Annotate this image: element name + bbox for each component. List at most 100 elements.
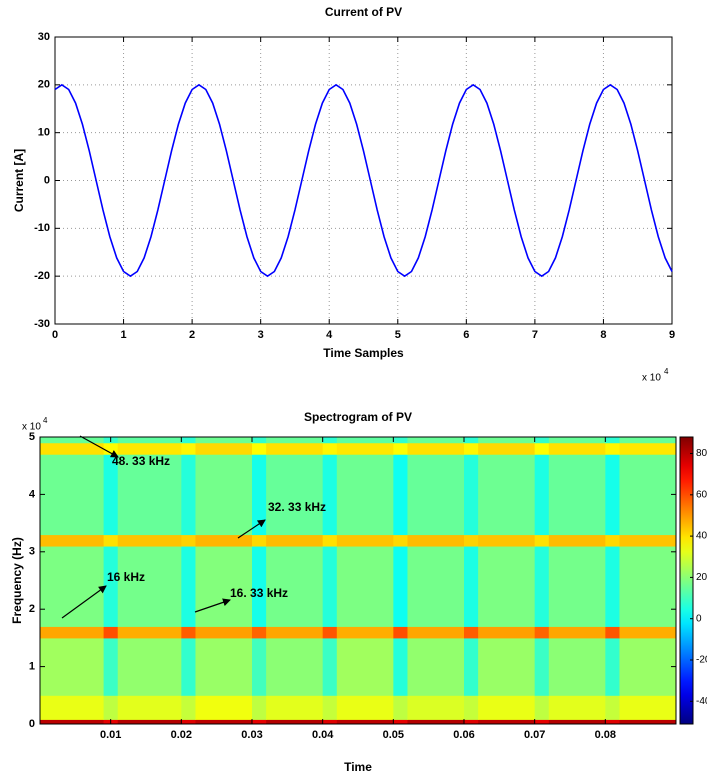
annotation: 48. 33 kHz — [112, 454, 170, 468]
heat-cell — [117, 454, 182, 536]
heat-cell — [464, 534, 479, 547]
heat-cell — [322, 437, 338, 444]
heat-cell — [605, 546, 620, 627]
heat-cell — [336, 454, 394, 536]
heat-cell — [605, 719, 620, 725]
x-tick-label: 0.06 — [453, 729, 474, 741]
heat-cell — [393, 546, 408, 627]
heat-cell — [534, 626, 550, 639]
heat-cell — [322, 626, 338, 639]
y-tick-label: 0 — [44, 174, 50, 186]
heat-cell — [322, 719, 338, 725]
y-tick-label: 3 — [29, 546, 35, 558]
heat-cell — [103, 454, 119, 536]
heat-cell — [605, 626, 620, 639]
heat-cell — [336, 626, 394, 639]
heat-cell — [181, 442, 196, 455]
heat-cell — [322, 637, 338, 696]
heat-cell — [548, 695, 606, 720]
heat-cell — [322, 442, 338, 455]
heat-cell — [252, 442, 267, 455]
heat-cell — [336, 637, 394, 696]
heat-cell — [478, 719, 536, 725]
heat-cell — [464, 719, 479, 725]
heat-cell — [393, 534, 408, 547]
heat-cell — [195, 695, 253, 720]
x-tick-label: 0.01 — [100, 729, 121, 741]
x-tick-label: 4 — [326, 329, 333, 341]
heat-cell — [534, 546, 550, 627]
heat-cell — [548, 637, 606, 696]
heat-cell — [40, 546, 105, 627]
heat-cell — [266, 546, 324, 627]
x-tick-label: 7 — [532, 329, 538, 341]
y-tick-label: -10 — [34, 222, 50, 234]
x-multiplier: x 10 — [642, 373, 661, 384]
colorbar-tick-label: 0 — [696, 613, 702, 624]
heat-cell — [103, 695, 119, 720]
annotation-arrow — [237, 519, 266, 539]
x-tick-label: 0.07 — [524, 729, 545, 741]
colorbar-tick-label: -20 — [696, 655, 707, 666]
heat-cell — [393, 442, 408, 455]
heat-cell — [336, 719, 394, 725]
x-tick-label: 0.03 — [241, 729, 262, 741]
heat-cell — [478, 534, 536, 547]
heat-cell — [534, 437, 550, 444]
x-tick-label: 0.02 — [171, 729, 192, 741]
heat-cell — [619, 442, 677, 455]
heat-cell — [478, 437, 536, 444]
x-tick-label: 5 — [395, 329, 401, 341]
heat-cell — [266, 719, 324, 725]
heat-cell — [464, 454, 479, 536]
heat-cell — [478, 626, 536, 639]
heat-cell — [464, 626, 479, 639]
heat-cell — [252, 719, 267, 725]
heat-cell — [605, 454, 620, 536]
heat-cell — [619, 695, 677, 720]
y-tick-label: 1 — [29, 661, 35, 673]
colorbar — [679, 436, 694, 725]
heat-cell — [393, 719, 408, 725]
heat-cell — [534, 442, 550, 455]
heat-cell — [195, 442, 253, 455]
heat-cell — [40, 719, 105, 725]
heat-cell — [336, 442, 394, 455]
x-tick-label: 0.04 — [312, 729, 334, 741]
heat-cell — [181, 437, 196, 444]
heat-cell — [478, 546, 536, 627]
heat-cell — [478, 442, 536, 455]
heat-cell — [266, 626, 324, 639]
heat-cell — [605, 442, 620, 455]
heat-cell — [103, 534, 119, 547]
annotation: 16. 33 kHz — [230, 586, 288, 600]
annotation: 16 kHz — [107, 570, 145, 584]
heat-cell — [117, 637, 182, 696]
y-tick-label: 5 — [29, 431, 35, 443]
heat-cell — [336, 695, 394, 720]
heat-cell — [605, 637, 620, 696]
heat-cell — [407, 719, 465, 725]
heat-cell — [322, 454, 338, 536]
heat-cell — [407, 534, 465, 547]
heat-cell — [117, 534, 182, 547]
heat-cell — [252, 546, 267, 627]
heat-cell — [336, 437, 394, 444]
heat-cell — [336, 534, 394, 547]
heat-cell — [195, 546, 253, 627]
heat-cell — [40, 437, 105, 444]
heat-cell — [117, 626, 182, 639]
data-line — [54, 83, 673, 278]
heat-cell — [181, 637, 196, 696]
heat-cell — [619, 534, 677, 547]
heat-cell — [117, 437, 182, 444]
annotation: 32. 33 kHz — [268, 500, 326, 514]
heat-cell — [464, 442, 479, 455]
heat-cell — [407, 454, 465, 536]
heat-cell — [252, 637, 267, 696]
heat-cell — [252, 695, 267, 720]
heat-cell — [40, 534, 105, 547]
heat-cell — [393, 637, 408, 696]
heat-cell — [548, 626, 606, 639]
heat-cell — [407, 546, 465, 627]
